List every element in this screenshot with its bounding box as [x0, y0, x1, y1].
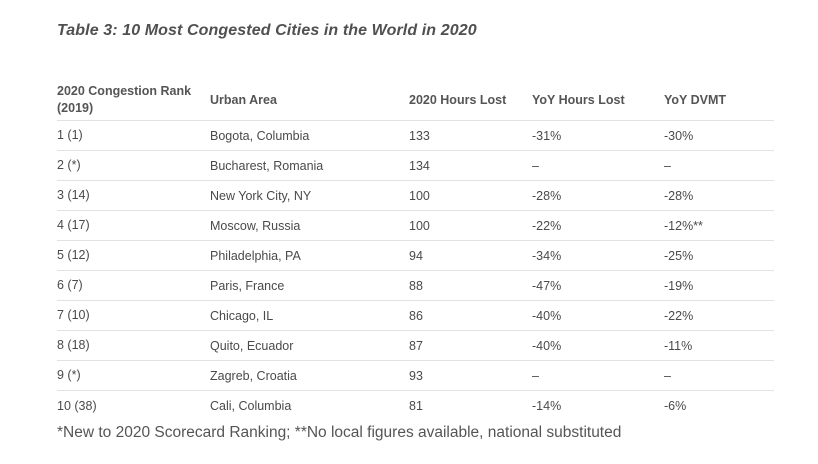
yoy-hours-lost-cell: -14%: [532, 399, 562, 413]
yoy-dvmt-cell: –: [664, 368, 671, 383]
table-row: 9 (*) Zagreb, Croatia 93 – –: [57, 361, 774, 391]
yoy-dvmt-cell: -25%: [664, 248, 694, 263]
table-row: 6 (7) Paris, France 88 -47% -19%: [57, 271, 774, 301]
yoy-hours-lost-cell: –: [532, 158, 539, 173]
table-footnote: *New to 2020 Scorecard Ranking; **No loc…: [57, 424, 622, 441]
urban-area-cell: Quito, Ecuador: [210, 338, 294, 353]
urban-area-cell: New York City, NY: [210, 188, 312, 203]
yoy-hours-lost-cell: -40%: [532, 308, 562, 323]
rank-cell: 10 (38): [57, 398, 97, 413]
hours-lost-cell: 93: [409, 368, 423, 383]
yoy-dvmt-cell: -30%: [664, 128, 694, 143]
hours-lost-cell: 100: [409, 188, 430, 203]
yoy-dvmt-cell: -28%: [664, 188, 694, 203]
yoy-hours-lost-cell: -28%: [532, 188, 562, 203]
table-row: 5 (12) Philadelphia, PA 94 -34% -25%: [57, 241, 774, 271]
rank-cell: 3 (14): [57, 188, 90, 202]
urban-area-cell: Chicago, IL: [210, 308, 274, 323]
urban-area-cell: Bogota, Columbia: [210, 128, 310, 143]
yoy-hours-lost-cell: –: [532, 368, 539, 383]
table-row: 2 (*) Bucharest, Romania 134 – –: [57, 151, 774, 181]
hours-lost-cell: 86: [409, 308, 423, 323]
rank-cell: 7 (10): [57, 308, 90, 322]
hours-lost-cell: 87: [409, 338, 423, 353]
rank-cell: 8 (18): [57, 338, 90, 352]
rank-cell: 9 (*): [57, 368, 81, 382]
yoy-hours-lost-cell: -40%: [532, 338, 562, 353]
header-yoy-hours-lost: YoY Hours Lost: [532, 92, 625, 107]
yoy-dvmt-cell: -6%: [664, 399, 687, 413]
hours-lost-cell: 100: [409, 218, 430, 233]
urban-area-cell: Cali, Columbia: [210, 399, 292, 413]
urban-area-cell: Moscow, Russia: [210, 218, 301, 233]
yoy-hours-lost-cell: -31%: [532, 128, 562, 143]
hours-lost-cell: 81: [409, 399, 423, 413]
header-hours-lost: 2020 Hours Lost: [409, 92, 507, 107]
rank-cell: 6 (7): [57, 278, 83, 292]
rank-cell: 4 (17): [57, 218, 90, 232]
yoy-dvmt-cell: -19%: [664, 278, 694, 293]
hours-lost-cell: 94: [409, 248, 423, 263]
urban-area-cell: Bucharest, Romania: [210, 158, 324, 173]
congestion-table: 2020 Congestion Rank (2019) Urban Area 2…: [57, 79, 774, 421]
hours-lost-cell: 133: [409, 128, 430, 143]
yoy-dvmt-cell: -11%: [664, 338, 693, 353]
urban-area-cell: Paris, France: [210, 278, 285, 293]
yoy-dvmt-cell: –: [664, 158, 671, 173]
urban-area-cell: Zagreb, Croatia: [210, 368, 297, 383]
rank-cell: 2 (*): [57, 158, 81, 172]
table-title: Table 3: 10 Most Congested Cities in the…: [57, 22, 477, 39]
table-row: 1 (1) Bogota, Columbia 133 -31% -30%: [57, 121, 774, 151]
yoy-dvmt-cell: -22%: [664, 308, 694, 323]
header-rank: 2020 Congestion Rank (2019): [57, 83, 192, 115]
yoy-hours-lost-cell: -34%: [532, 248, 562, 263]
table-row: 10 (38) Cali, Columbia 81 -14% -6%: [57, 391, 774, 421]
table-row: 3 (14) New York City, NY 100 -28% -28%: [57, 181, 774, 211]
rank-cell: 1 (1): [57, 128, 83, 142]
table-header-row: 2020 Congestion Rank (2019) Urban Area 2…: [57, 79, 774, 121]
table-row: 7 (10) Chicago, IL 86 -40% -22%: [57, 301, 774, 331]
header-urban-area: Urban Area: [210, 92, 277, 107]
urban-area-cell: Philadelphia, PA: [210, 248, 301, 263]
hours-lost-cell: 134: [409, 158, 430, 173]
yoy-hours-lost-cell: -47%: [532, 278, 562, 293]
hours-lost-cell: 88: [409, 278, 423, 293]
yoy-dvmt-cell: -12%**: [664, 218, 703, 233]
table-row: 4 (17) Moscow, Russia 100 -22% -12%**: [57, 211, 774, 241]
header-yoy-dvmt: YoY DVMT: [664, 92, 727, 107]
yoy-hours-lost-cell: -22%: [532, 218, 562, 233]
rank-cell: 5 (12): [57, 248, 90, 262]
table-row: 8 (18) Quito, Ecuador 87 -40% -11%: [57, 331, 774, 361]
